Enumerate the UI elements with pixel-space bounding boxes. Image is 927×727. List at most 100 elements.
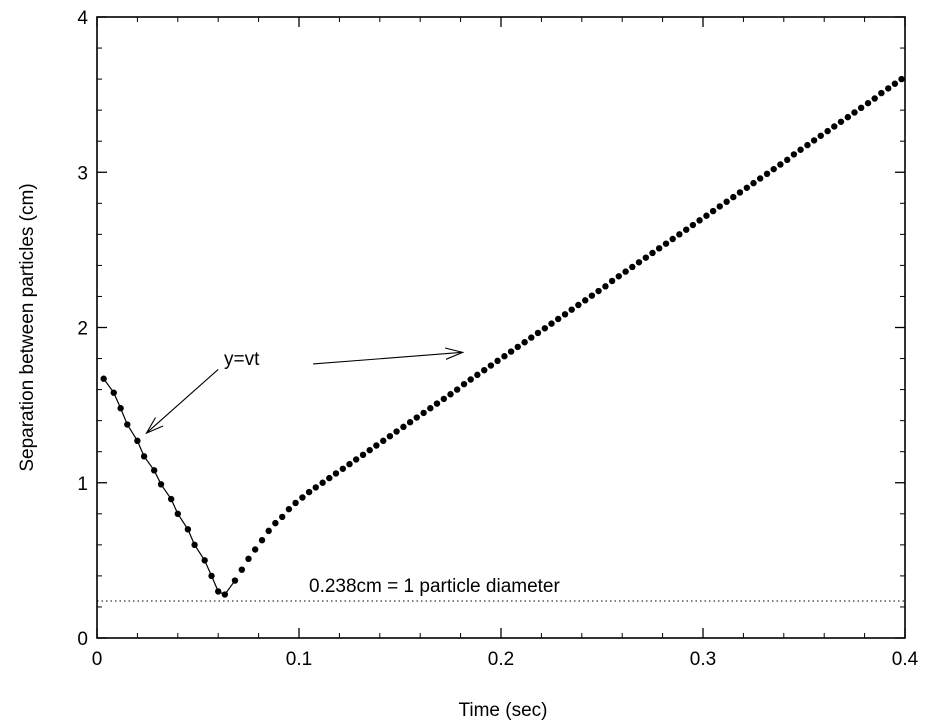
data-point [736,189,744,196]
data-point [568,306,575,313]
data-point [245,555,252,563]
data-point [100,375,107,382]
data-point [541,325,549,332]
data-point [231,577,239,584]
x-tick-label: 0 [92,649,103,670]
data-point [174,510,181,517]
data-point [649,249,656,257]
data-point [864,99,872,107]
data-point [366,446,373,454]
data-point [339,465,347,472]
data-point [299,494,306,501]
data-point [561,311,569,318]
data-point [467,376,474,383]
data-point [743,184,751,191]
data-point [602,283,609,290]
data-point [824,127,831,135]
data-point [238,566,246,573]
y-tick-label: 1 [77,474,88,495]
data-point [817,132,824,139]
data-point [528,334,535,341]
data-point [140,453,148,460]
data-point [305,488,313,496]
data-point [460,380,468,388]
data-point [474,371,481,379]
data-point [124,421,131,428]
data-point [359,451,367,459]
data-point [521,339,528,346]
data-point [150,467,158,474]
tick-layer: 0 0.1 0.2 0.3 0.4 0 1 2 3 4 [77,8,918,670]
y-tick-label: 2 [77,319,88,340]
data-point [251,546,259,553]
data-point [629,263,636,271]
data-point [279,513,286,521]
data-point [851,109,858,116]
series-0-line [103,378,236,596]
data-point [386,432,394,440]
data-point [716,203,723,210]
annotation-arrow-shaft [313,351,463,365]
data-point [433,400,441,407]
data-point [622,268,629,275]
data-point [756,175,764,182]
data-point [871,95,878,102]
data-point [501,353,508,360]
data-point [554,315,562,323]
data-point [110,389,117,396]
data-point [548,320,555,327]
data-point [588,292,596,299]
data-point [265,527,272,535]
data-point [642,254,650,261]
data-point [763,170,771,178]
data-point [582,297,589,304]
data-point [319,479,326,486]
data-point [676,231,683,238]
data-point [723,198,730,205]
data-point [689,221,697,229]
data-point [117,405,124,412]
data-point [857,104,865,112]
data-point [427,405,434,412]
data-point [750,179,757,187]
data-point [272,519,279,527]
data-point [221,591,229,598]
annotation-arrow-head [145,417,164,435]
data-point [696,217,703,224]
data-point [703,212,710,219]
data-point [285,505,293,513]
data-point [534,329,542,337]
data-point [797,146,804,153]
data-point [844,113,852,121]
data-point [615,273,622,280]
data-point [393,428,400,435]
data-point [837,118,845,125]
y-tick-label: 3 [77,163,88,184]
data-point [167,495,175,503]
data-point [453,386,461,393]
data-point [312,484,319,491]
annotation-label: y=vt [224,349,260,370]
annotation-arrow-shaft [146,369,219,434]
data-point [608,277,616,285]
data-point [770,165,777,173]
x-tick-label: 0.4 [892,649,919,670]
data-point [440,395,448,403]
data-point [184,526,192,533]
data-point [208,572,215,580]
plot-frame [96,16,906,639]
y-tick-label: 4 [77,8,88,29]
data-point [575,301,582,309]
y-tick-label: 0 [77,629,88,650]
data-point [258,536,266,544]
data-point [709,207,717,215]
x-tick-label: 0.1 [286,649,312,670]
data-point [891,80,899,87]
data-point [346,460,353,468]
data-point [380,437,387,445]
data-point [413,414,420,421]
data-point [730,193,737,201]
data-point [662,240,670,247]
series-layer [100,75,905,598]
